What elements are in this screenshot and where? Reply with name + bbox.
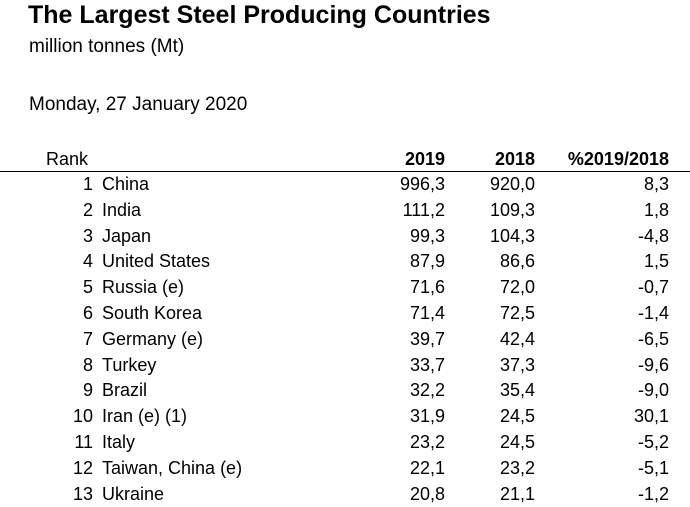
table-body: 1 China 996,3 920,0 8,3 2 India 111,2 109,3 1,8 3 J… <box>0 172 690 507</box>
table-row: 3 Japan 99,3 104,3 -4,8 <box>0 224 690 250</box>
rank-cell: 3 <box>82 225 93 246</box>
date-label: Monday, 27 January 2020 <box>29 94 248 115</box>
table-row: 4 United States 87,9 86,6 1,5 <box>0 249 690 275</box>
value-2019-cell: 996,3 <box>399 174 445 194</box>
steel-production-table: Rank 2019 2018 %2019/2018 1 China 996,3 920… <box>0 147 690 507</box>
change-cell: 1,5 <box>643 251 669 272</box>
change-cell: -4,8 <box>637 225 669 246</box>
country-cell: Iran (e) (1) <box>102 406 188 427</box>
value-2018-cell: 24,5 <box>499 431 535 452</box>
change-cell: -0,7 <box>637 277 669 298</box>
table-row: 13 Ukraine 20,8 21,1 -1,2 <box>0 482 690 507</box>
rank-cell: 2 <box>82 199 93 220</box>
country-cell: United States <box>102 251 211 272</box>
value-2019-cell: 111,2 <box>402 199 445 220</box>
country-cell: South Korea <box>102 302 203 323</box>
value-2019-cell: 22,1 <box>409 457 445 478</box>
page-title: The Largest Steel Producing Countries <box>28 1 491 29</box>
value-2018-cell: 104,3 <box>489 225 535 246</box>
value-2019-cell: 99,3 <box>409 225 445 246</box>
unit-label: million tonnes (Mt) <box>29 36 185 57</box>
table-row: 2 India 111,2 109,3 1,8 <box>0 198 690 224</box>
rank-cell: 11 <box>74 431 93 452</box>
rank-cell: 5 <box>82 277 93 298</box>
change-cell: -5,1 <box>637 457 669 478</box>
value-2018-cell: 86,6 <box>499 251 535 272</box>
value-2018-cell: 72,5 <box>499 302 535 323</box>
value-2019-cell: 31,9 <box>409 406 445 427</box>
value-2019-cell: 23,2 <box>409 431 445 452</box>
value-2018-cell: 35,4 <box>499 380 535 401</box>
table-row: 5 Russia (e) 71,6 72,0 -0,7 <box>0 275 690 301</box>
value-2019-cell: 71,6 <box>409 277 445 298</box>
rank-cell: 10 <box>72 406 93 427</box>
value-2019-cell: 32,2 <box>409 380 445 401</box>
change-cell: -1,4 <box>637 302 669 323</box>
table-row: 12 Taiwan, China (e) 22,1 23,2 -5,1 <box>0 456 690 482</box>
value-2018-cell: 920,0 <box>489 174 535 194</box>
country-cell: Brazil <box>102 380 148 401</box>
country-cell: Germany (e) <box>102 328 204 349</box>
table-row: 1 China 996,3 920,0 8,3 <box>0 172 690 198</box>
table-row: 8 Turkey 33,7 37,3 -9,6 <box>0 353 690 379</box>
value-2018-cell: 42,4 <box>499 328 535 349</box>
table-row: 6 South Korea 71,4 72,5 -1,4 <box>0 301 690 327</box>
country-cell: Japan <box>102 225 152 246</box>
column-header-change: %2019/2018 <box>567 149 669 169</box>
country-cell: China <box>102 174 150 194</box>
rank-cell: 6 <box>82 302 93 323</box>
country-cell: Russia (e) <box>102 277 185 298</box>
country-cell: Italy <box>102 431 136 452</box>
rank-cell: 7 <box>82 328 93 349</box>
value-2019-cell: 33,7 <box>409 354 445 375</box>
column-header-2018: 2018 <box>494 149 535 169</box>
rank-cell: 4 <box>82 251 93 272</box>
change-cell: 8,3 <box>643 174 669 194</box>
value-2019-cell: 87,9 <box>409 251 445 272</box>
column-header-2019: 2019 <box>404 149 445 169</box>
value-2019-cell: 20,8 <box>409 483 445 504</box>
value-2019-cell: 39,7 <box>409 328 445 349</box>
change-cell: -9,0 <box>637 380 669 401</box>
value-2018-cell: 21,1 <box>499 483 535 504</box>
value-2018-cell: 23,2 <box>499 457 535 478</box>
country-cell: Turkey <box>102 354 157 375</box>
change-cell: 1,8 <box>643 199 669 220</box>
table-row: 10 Iran (e) (1) 31,9 24,5 30,1 <box>0 404 690 430</box>
rank-cell: 1 <box>82 174 93 194</box>
value-2018-cell: 24,5 <box>499 406 535 427</box>
change-cell: 30,1 <box>633 406 669 427</box>
rank-cell: 8 <box>82 354 93 375</box>
table-header-row: Rank 2019 2018 %2019/2018 <box>0 147 690 172</box>
table-row: 7 Germany (e) 39,7 42,4 -6,5 <box>0 327 690 353</box>
value-2018-cell: 72,0 <box>499 277 535 298</box>
country-cell: India <box>102 199 142 220</box>
country-cell: Ukraine <box>102 483 165 504</box>
country-cell: Taiwan, China (e) <box>102 457 243 478</box>
table-row: 11 Italy 23,2 24,5 -5,2 <box>0 430 690 456</box>
rank-cell: 13 <box>72 483 93 504</box>
change-cell: -1,2 <box>637 483 669 504</box>
change-cell: -9,6 <box>637 354 669 375</box>
change-cell: -6,5 <box>637 328 669 349</box>
rank-cell: 9 <box>82 380 93 401</box>
value-2018-cell: 109,3 <box>489 199 535 220</box>
value-2019-cell: 71,4 <box>409 302 445 323</box>
value-2018-cell: 37,3 <box>499 354 535 375</box>
rank-cell: 12 <box>72 457 93 478</box>
column-header-rank: Rank <box>46 149 89 169</box>
table-row: 9 Brazil 32,2 35,4 -9,0 <box>0 378 690 404</box>
change-cell: -5,2 <box>637 431 669 452</box>
